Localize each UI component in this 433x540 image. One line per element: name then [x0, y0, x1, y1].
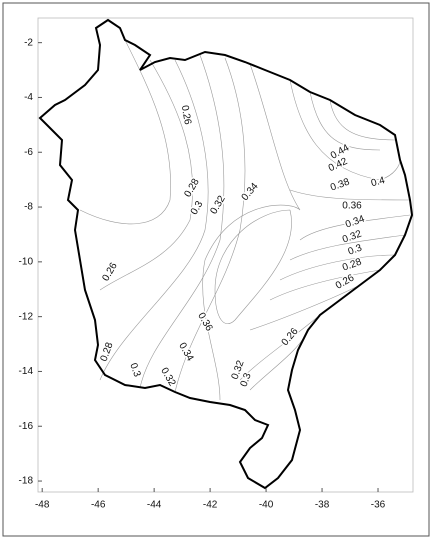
x-tick-label: -42 — [203, 500, 218, 511]
x-tick-label: -40 — [259, 500, 274, 511]
contour-label: 0.4 — [370, 175, 387, 189]
x-tick-label: -44 — [147, 500, 162, 511]
y-tick-label: -2 — [24, 37, 33, 48]
y-tick-label: -4 — [24, 92, 33, 103]
contour-label: 0.3 — [127, 362, 142, 379]
outer-frame — [2, 2, 430, 537]
x-tick-label: -48 — [35, 500, 50, 511]
x-tick-label: -36 — [371, 500, 386, 511]
y-tick-label: -6 — [24, 147, 33, 158]
y-tick-label: -14 — [19, 366, 34, 377]
y-tick-label: -18 — [19, 476, 34, 487]
coastline — [38, 18, 414, 490]
x-tick-label: -38 — [315, 500, 330, 511]
isolines — [79, 39, 411, 401]
x-tick-label: -46 — [91, 500, 106, 511]
y-tick-label: -10 — [19, 256, 34, 267]
contour-label: 0.36 — [342, 201, 362, 212]
y-tick-label: -12 — [19, 311, 34, 322]
contour-label: 0.26 — [179, 104, 193, 126]
y-tick-label: -8 — [24, 202, 33, 213]
plot-frame — [37, 17, 414, 493]
y-tick-label: -16 — [19, 421, 34, 432]
